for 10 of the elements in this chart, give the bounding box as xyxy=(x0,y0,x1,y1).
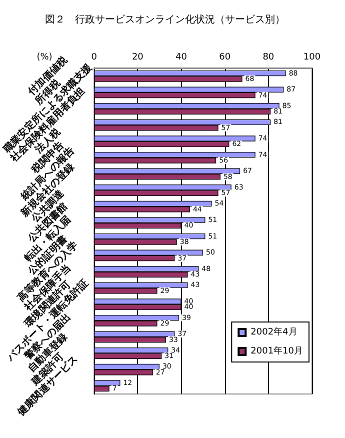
legend-label: 2001年10月 xyxy=(250,346,304,356)
x-tick-label: 0 xyxy=(91,52,98,62)
x-tick-label: 20 xyxy=(132,52,144,62)
x-tick-label: 60 xyxy=(219,52,231,62)
x-tick-label: 80 xyxy=(262,52,274,62)
x-tick-label: 40 xyxy=(176,52,188,62)
chart-title: 図２ 行政サービスオンライン化状況（サービス別） xyxy=(45,14,285,26)
x-axis-title: (%) xyxy=(36,52,52,62)
x-tick-label: 100 xyxy=(303,52,321,62)
legend-label: 2002年4月 xyxy=(250,326,298,338)
